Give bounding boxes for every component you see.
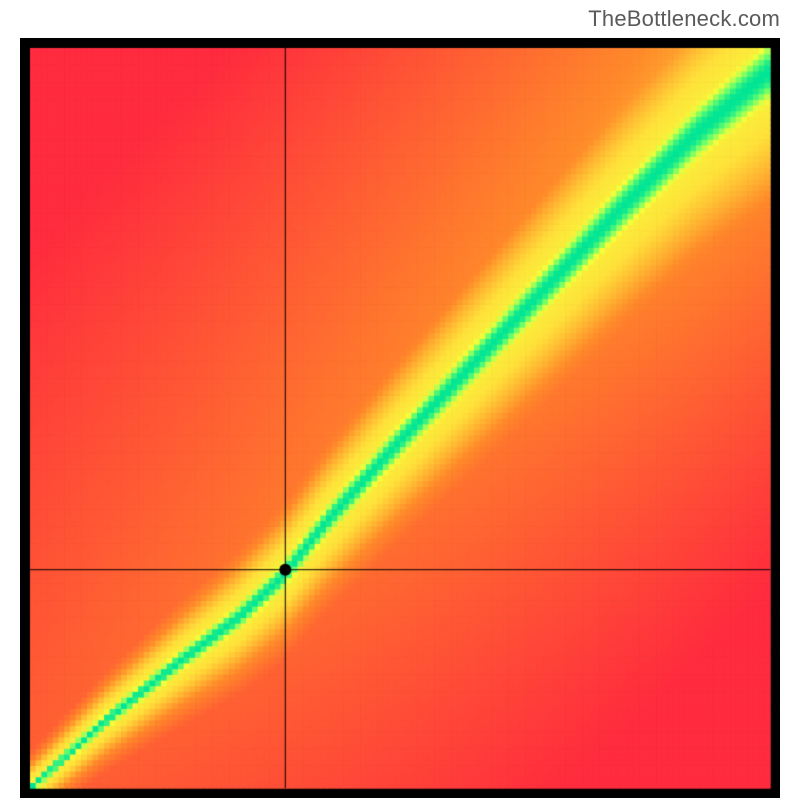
chart-container: TheBottleneck.com (0, 0, 800, 800)
bottleneck-heatmap (20, 38, 780, 798)
watermark-text: TheBottleneck.com (588, 6, 780, 32)
